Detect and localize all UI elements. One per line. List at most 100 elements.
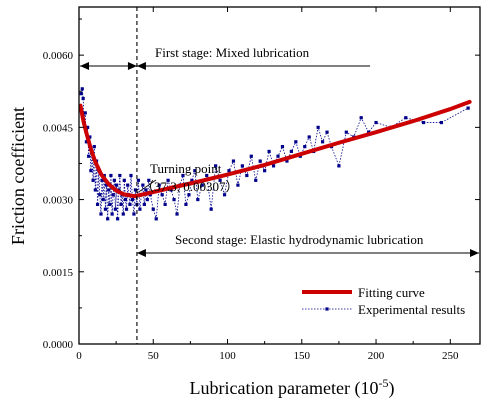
experimental-point <box>172 197 176 202</box>
experimental-point <box>91 178 95 182</box>
experimental-point <box>110 212 114 216</box>
experimental-point <box>439 120 443 125</box>
experimental-point <box>144 188 148 192</box>
y-tick-label: 0.0045 <box>43 122 74 134</box>
fitting-curve <box>78 99 472 199</box>
experimental-point <box>205 173 209 178</box>
stage1-label: First stage: Mixed lubrication <box>155 45 310 60</box>
experimental-point <box>271 164 276 168</box>
stage1-left-arrowhead <box>80 62 89 70</box>
x-tick-label: 250 <box>442 350 459 362</box>
experimental-point <box>79 92 83 96</box>
experimental-point <box>163 202 167 206</box>
experimental-point <box>113 207 117 211</box>
stage2-right-arrowhead <box>470 249 479 257</box>
experimental-point <box>359 116 363 120</box>
experimental-point <box>95 202 100 206</box>
experimental-point <box>367 130 371 134</box>
experimental-point <box>374 120 378 125</box>
experimental-point <box>196 197 200 202</box>
x-tick-label: 150 <box>294 350 311 362</box>
plot-frame <box>78 6 481 345</box>
experimental-point <box>98 193 102 197</box>
experimental-point <box>267 149 271 154</box>
experimental-point <box>147 178 151 182</box>
legend-exp-marker <box>325 307 329 311</box>
experimental-point <box>129 173 133 178</box>
experimental-point <box>145 197 149 202</box>
experimental-point <box>80 87 84 91</box>
experimental-point <box>258 159 262 163</box>
experimental-point <box>193 169 197 173</box>
experimental-point <box>116 217 120 221</box>
turning-point-title: Turning point <box>150 161 222 176</box>
experimental-line <box>80 88 469 219</box>
experimental-point <box>112 178 116 182</box>
experimental-point <box>118 173 122 178</box>
experimental-point <box>154 217 158 221</box>
experimental-point <box>222 193 227 197</box>
experimental-point <box>86 125 90 129</box>
experimental-point <box>100 178 104 182</box>
experimental-point <box>103 207 108 211</box>
experimental-point <box>81 96 85 101</box>
experimental-point <box>88 135 92 139</box>
experimental-point <box>325 130 329 134</box>
experimental-point <box>106 217 110 221</box>
experimental-point <box>236 183 240 187</box>
y-tick-label: 0.0060 <box>43 50 74 62</box>
y-tick-label: 0.0030 <box>43 195 74 207</box>
experimental-point <box>190 178 194 182</box>
experimental-point <box>122 178 126 182</box>
legend-exp-label: Experimental results <box>358 302 465 317</box>
experimental-point <box>276 154 280 158</box>
experimental-point <box>126 183 130 187</box>
legend-fit-label: Fitting curve <box>358 285 425 300</box>
experimental-point <box>142 202 146 206</box>
experimental-point <box>92 145 96 149</box>
experimental-point <box>316 125 320 129</box>
experimental-point <box>89 169 93 173</box>
experimental-point <box>254 178 258 182</box>
experimental-point <box>151 207 155 211</box>
experimental-point <box>175 212 179 216</box>
experimental-point <box>123 197 128 202</box>
turning-point-pointer <box>138 179 157 193</box>
y-axis-label: Friction coefficient <box>8 107 28 245</box>
experimental-point <box>169 188 173 192</box>
experimental-point <box>93 188 97 192</box>
experimental-point <box>132 212 136 216</box>
experimental-point <box>119 202 123 206</box>
experimental-point <box>111 193 115 197</box>
experimental-point <box>121 212 125 216</box>
experimental-point <box>280 145 285 149</box>
turning-point-coords: （37.3, 0.00307） <box>141 179 239 194</box>
y-tick-label: 0.0015 <box>43 267 74 279</box>
experimental-point <box>107 188 111 192</box>
experimental-point <box>344 130 348 134</box>
experimental-point <box>294 140 298 144</box>
experimental-point <box>320 140 325 144</box>
experimental-point <box>108 202 112 206</box>
experimental-point <box>466 106 470 110</box>
experimental-point <box>83 111 87 115</box>
experimental-point <box>181 173 185 178</box>
experimental-point <box>84 140 89 144</box>
experimental-point <box>141 183 145 187</box>
experimental-point <box>289 149 293 154</box>
experimental-point <box>218 178 222 182</box>
experimental-point <box>104 183 109 187</box>
experimental-point <box>99 212 103 216</box>
x-tick-label: 200 <box>368 350 385 362</box>
experimental-point <box>421 120 426 125</box>
experimental-point <box>404 116 408 120</box>
x-axis-label: Lubrication parameter (10-5) <box>190 376 395 399</box>
experimental-point <box>87 154 91 158</box>
experimental-point <box>263 169 267 173</box>
experimental-point <box>124 207 129 211</box>
x-tick-label: 100 <box>219 350 236 362</box>
x-tick-label: 50 <box>148 350 160 362</box>
experimental-point <box>101 197 105 202</box>
experimental-point <box>184 202 188 206</box>
